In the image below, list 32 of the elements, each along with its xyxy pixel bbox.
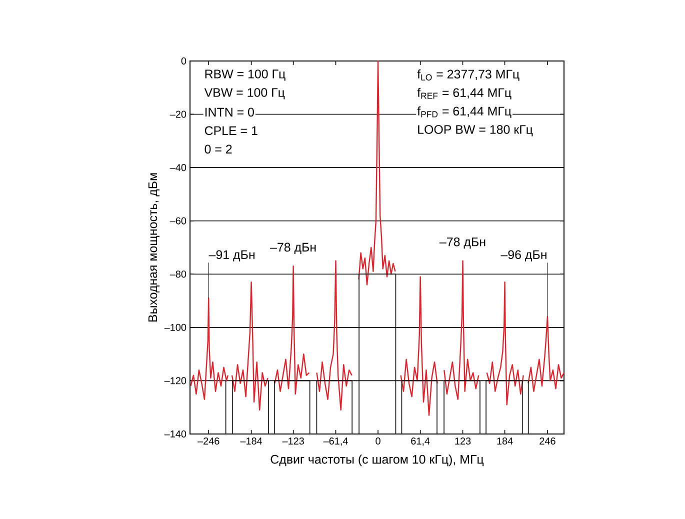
x-tick-label: 184	[497, 438, 513, 445]
annotation: f$_{REF}$ = 61,44 МГц	[417, 88, 512, 100]
annotation: –91 дБн	[208, 250, 254, 262]
y-tick-label: –120	[164, 377, 186, 384]
y-axis-title: Выходная мощность, дБм	[148, 173, 160, 322]
annotation: CPLE = 1	[204, 126, 258, 136]
y-tick-label: –60	[170, 217, 186, 224]
x-tick-label: 246	[540, 438, 556, 445]
x-tick-label: 123	[455, 438, 471, 445]
y-tick-label: –20	[170, 110, 186, 118]
annotation: RBW = 100 Гц	[205, 70, 286, 81]
y-tick-label: –100	[164, 324, 186, 331]
y-tick-label: –40	[170, 164, 186, 172]
x-tick-label: –61,4	[323, 438, 348, 446]
annotation: VBW = 100 Гц	[204, 88, 285, 100]
x-tick-label: –184	[240, 438, 262, 445]
x-axis-title: Сдвиг частоты (с шагом 10 кГц), МГц	[270, 454, 484, 466]
y-tick-label: –80	[170, 270, 186, 278]
annotation: LOOP BW = 180 кГц	[418, 125, 533, 136]
x-tick-label: 61,4	[411, 438, 430, 446]
x-tick-label: –246	[198, 438, 220, 445]
x-tick-label: –123	[282, 438, 304, 445]
annotation: f$_{PFD}$ = 61,44 МГц	[417, 106, 512, 118]
x-tick-label: 0	[376, 438, 380, 445]
annotation: –78 дБн	[270, 242, 316, 254]
y-tick-label: 0	[181, 57, 186, 65]
annotation: f$_{LO}$ = 2377,73 МГц	[417, 69, 520, 81]
annotation: INTN = 0	[205, 108, 254, 117]
annotation: –96 дБн	[500, 250, 546, 262]
annotation: 0 = 2	[204, 144, 232, 154]
annotation: –78 дБн	[439, 237, 486, 249]
y-tick-label: –140	[164, 430, 186, 438]
